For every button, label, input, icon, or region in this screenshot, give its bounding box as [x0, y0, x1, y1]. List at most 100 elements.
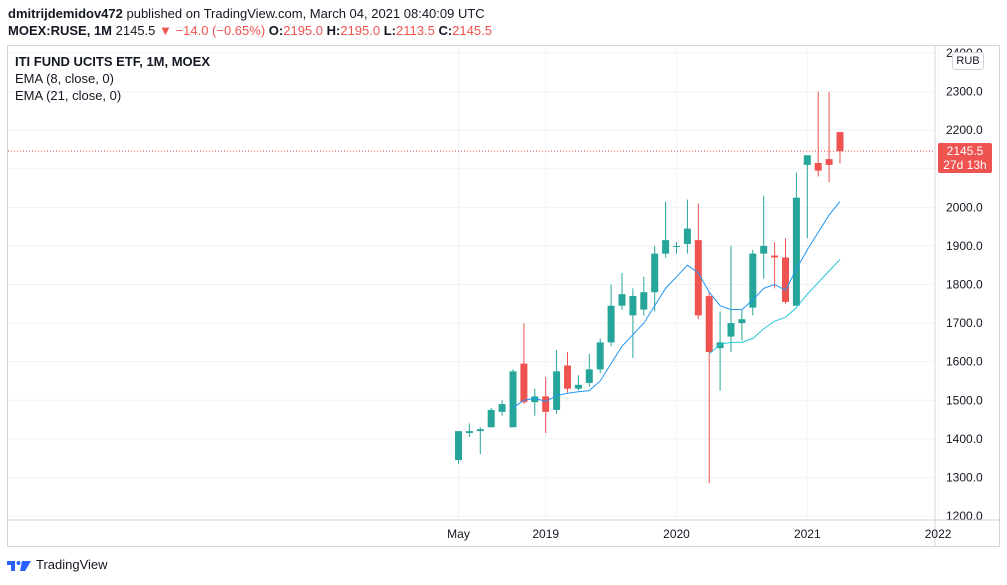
candle [455, 431, 462, 464]
candle [509, 369, 517, 428]
candle [782, 238, 789, 304]
price-axis: 1200.0 1300.0 1400.0 1500.0 1600.0 1700.0 1800… [934, 45, 983, 547]
candle [574, 375, 582, 391]
legend-ema21[interactable]: EMA (21, close, 0) [15, 88, 122, 103]
ohlc-line: MOEX:RUSE, 1M 2145.5 ▼ −14.0 (−0.65%) O:… [8, 22, 492, 39]
open-label: O: [268, 23, 284, 38]
candle [694, 203, 702, 320]
time-axis: May 2019 2020 2021 2022 [8, 519, 999, 541]
candle-body [509, 371, 517, 428]
price-tick-label: 1700.0 [946, 316, 983, 330]
candle-body [814, 162, 822, 171]
publish-line: dmitrijdemidov472 published on TradingVi… [8, 5, 492, 22]
candle [716, 311, 724, 391]
tradingview-footer[interactable]: TradingView [6, 557, 108, 572]
candle [564, 352, 571, 393]
candle [607, 284, 615, 347]
price-tick-label: 2000.0 [946, 200, 983, 214]
candle [705, 292, 713, 484]
candle [553, 350, 561, 414]
candle [531, 388, 539, 416]
price-tick-label: 1800.0 [946, 278, 983, 292]
open-value: 2195.0 [283, 23, 323, 38]
candle [618, 272, 626, 310]
time-tick-label: 2019 [532, 527, 559, 541]
candle [585, 353, 593, 387]
candle-body [465, 431, 473, 434]
candle [814, 91, 822, 177]
price-tick-label: 1300.0 [946, 470, 983, 484]
legend-ema8[interactable]: EMA (8, close, 0) [15, 71, 114, 86]
candle-body [836, 132, 844, 152]
candle-body [662, 240, 670, 254]
chart-legend: ITI FUND UCITS ETF, 1M, MOEX EMA (8, clo… [15, 53, 210, 104]
grid-lines [8, 46, 939, 520]
high-value: 2195.0 [340, 23, 381, 38]
low-value: 2113.5 [396, 23, 435, 38]
candle [662, 201, 670, 258]
candle-body [585, 369, 593, 383]
low-label: L: [383, 23, 397, 38]
author-name[interactable]: dmitrijdemidov472 [8, 6, 123, 21]
price-tick-label: 1500.0 [946, 393, 983, 407]
chart-frame [7, 45, 1000, 547]
candle [487, 407, 495, 428]
symbol-label: MOEX:RUSE, 1M [8, 23, 113, 38]
candle [760, 195, 768, 279]
candle-body [738, 319, 746, 324]
candle-body [498, 404, 506, 412]
candle-body [651, 253, 659, 293]
candle-body [607, 305, 615, 343]
candle-body [803, 155, 811, 165]
candle-body [629, 296, 637, 316]
tradingview-logo-icon [7, 560, 31, 571]
candle-body [618, 294, 626, 306]
candle-body [455, 431, 462, 461]
currency-badge[interactable]: RUB [952, 52, 984, 70]
candle-body [531, 396, 539, 403]
candle-body [640, 292, 648, 310]
candle-body [749, 253, 757, 308]
candle [749, 249, 757, 316]
candle [640, 276, 648, 316]
price-tick-label: 1400.0 [946, 432, 983, 446]
publish-info: published on TradingView.com, March 04, … [122, 6, 485, 21]
candle [465, 423, 473, 437]
close-value: 2145.5 [452, 23, 492, 38]
candle [792, 172, 800, 306]
candle [803, 155, 811, 239]
candle [498, 400, 506, 416]
candle [629, 288, 637, 358]
candle-body [596, 342, 604, 370]
candle [836, 132, 844, 164]
candle [771, 242, 779, 289]
candle [651, 245, 659, 312]
price-tag-value: 2145.5 [946, 144, 984, 158]
candle [542, 377, 550, 434]
candle [683, 199, 691, 254]
candle [825, 91, 833, 183]
candle-body [476, 429, 484, 432]
price-tick-label: 1600.0 [946, 355, 983, 369]
time-tick-label: 2020 [663, 527, 690, 541]
candle [738, 309, 746, 341]
legend-title[interactable]: ITI FUND UCITS ETF, 1M, MOEX [15, 54, 211, 69]
candle-body [771, 255, 779, 258]
candle-body [727, 323, 735, 337]
candle-body [694, 240, 702, 316]
candle-body [564, 365, 571, 389]
candle-body [792, 197, 800, 306]
candle-body [574, 384, 582, 389]
time-tick-label: 2021 [794, 527, 821, 541]
high-label: H: [326, 23, 341, 38]
price-tick-label: 2200.0 [946, 123, 983, 137]
price-change: −14.0 (−0.65%) [175, 23, 266, 38]
ema21-line [708, 259, 841, 355]
candle-body [520, 363, 528, 403]
price-tick-label: 2300.0 [946, 85, 983, 99]
candle-body [705, 296, 713, 353]
candle [727, 245, 735, 353]
candle [673, 242, 680, 254]
chart-header: dmitrijdemidov472 published on TradingVi… [8, 5, 492, 39]
